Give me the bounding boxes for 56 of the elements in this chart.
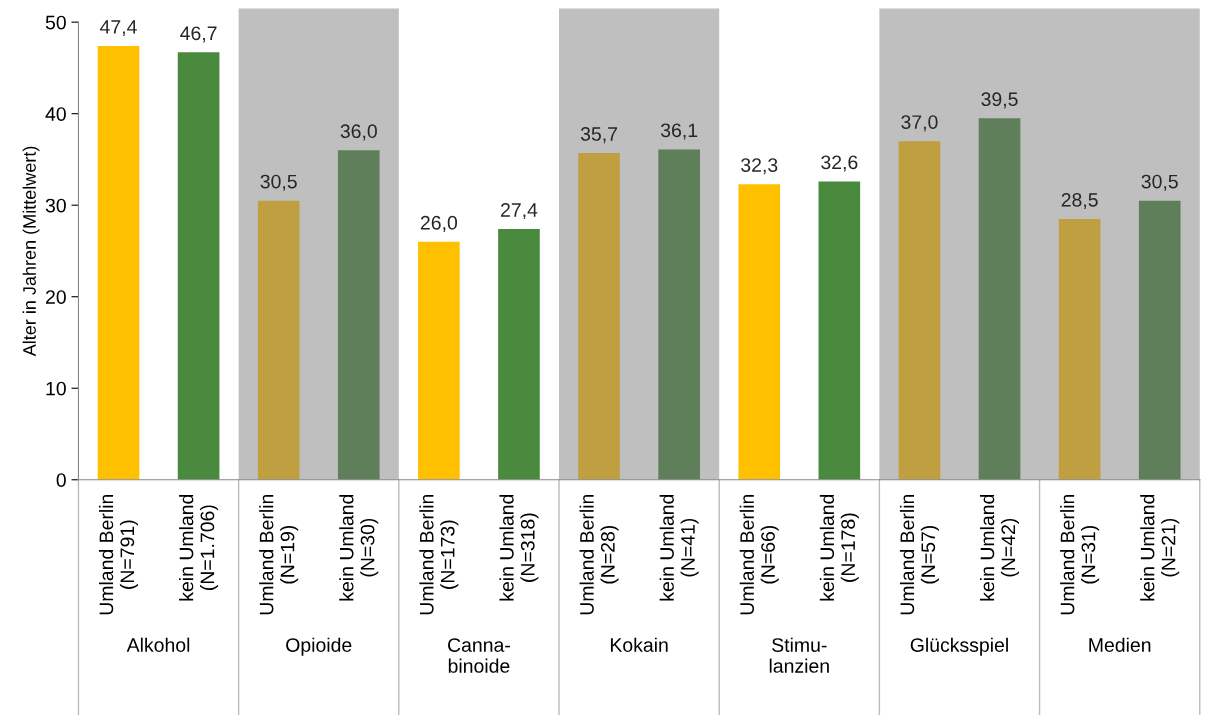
x-tick-label: kein Umland (N=178): [819, 494, 859, 601]
bar: [1138, 200, 1181, 480]
bar: [738, 184, 781, 480]
x-tick-label: kein Umland (N=42): [979, 494, 1020, 601]
data-label: 30,5: [260, 174, 297, 191]
data-label: 30,5: [1141, 174, 1178, 191]
text: Alkohol: [126, 637, 190, 652]
bar: [898, 141, 941, 480]
data-label: 46,7: [180, 26, 217, 43]
y-tick-label: 10: [46, 381, 66, 396]
y-axis-title: Alter in Jahren (Mittelwert): [22, 146, 40, 357]
text: Stimu- lanzien: [769, 637, 829, 673]
x-tick-label: kein Umland (N=30): [339, 494, 379, 601]
x-tick-label: kein Umland (N=318): [499, 494, 539, 601]
text: Glücksspiel: [910, 637, 1008, 656]
text: Opioide: [286, 637, 352, 656]
data-label: 32,6: [821, 155, 858, 172]
bar: [177, 52, 220, 480]
x-tick-label: kein Umland (N=21): [1140, 494, 1180, 601]
bar: [818, 181, 861, 480]
data-label: 28,5: [1061, 192, 1098, 210]
x-tick-label: Umland Berlin (N=791): [98, 494, 139, 615]
text: Medien: [1089, 637, 1151, 652]
data-label: 47,4: [100, 20, 137, 37]
x-tick-label: Umland Berlin (N=19): [259, 494, 299, 615]
bar: [658, 149, 700, 480]
text: Kokain: [610, 637, 668, 652]
data-label: 35,7: [580, 127, 618, 144]
data-label: 36,0: [340, 124, 377, 141]
bar: [578, 153, 620, 480]
bar: [978, 118, 1021, 480]
x-tick-label: Umland Berlin (N=31): [1060, 494, 1100, 615]
bar: [337, 150, 380, 480]
data-label: 32,3: [741, 158, 778, 175]
x-tick-label: Umland Berlin (N=173): [419, 494, 459, 615]
data-label: 36,1: [660, 123, 698, 140]
x-tick-label: kein Umland (N=1.706): [179, 494, 219, 601]
bar: [97, 45, 140, 480]
x-tick-label: Umland Berlin (N=57): [899, 494, 939, 615]
data-label: 27,4: [501, 203, 538, 220]
x-tick-label: kein Umland (N=41): [659, 494, 699, 601]
y-tick-label: 40: [45, 107, 66, 121]
bar: [418, 241, 460, 480]
y-tick-label: 0: [56, 473, 66, 487]
y-tick-label: 20: [46, 290, 66, 304]
data-label: 26,0: [420, 215, 458, 232]
x-tick-label: Umland Berlin (N=28): [579, 494, 619, 615]
bar: [1058, 218, 1101, 480]
data-label: 37,0: [901, 115, 938, 132]
y-tick-label: 30: [45, 198, 66, 213]
data-label: 39,5: [981, 92, 1018, 109]
y-tick-label: 50: [45, 15, 66, 30]
bar: [498, 229, 540, 480]
bar: [257, 200, 300, 480]
x-tick-label: Umland Berlin (N=66): [739, 494, 779, 615]
text: Canna- binoide: [448, 638, 510, 673]
